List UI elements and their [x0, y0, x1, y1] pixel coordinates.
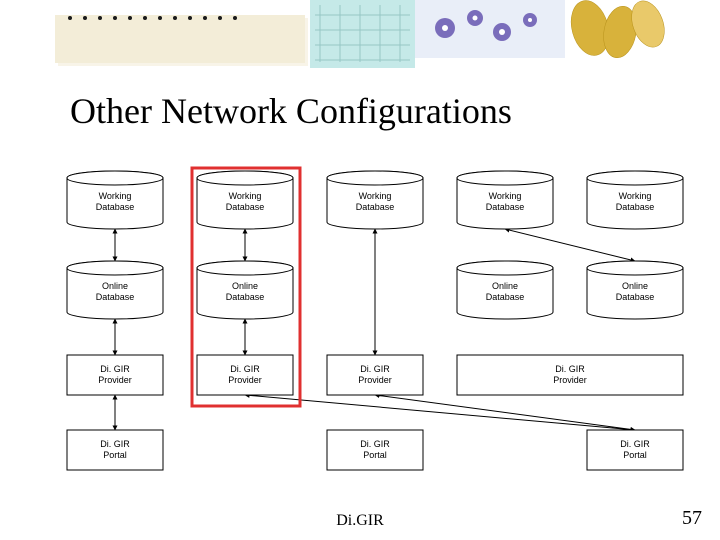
portal-label-4: Di. GIR Portal [620, 439, 650, 461]
footer-logo: Di.GIR [336, 512, 384, 530]
page-title: Other Network Configurations [70, 90, 512, 132]
working-label-2: Working Database [356, 191, 395, 213]
provider-label-2: Di. GIR Provider [358, 364, 392, 386]
portal-label-2: Di. GIR Portal [360, 439, 390, 461]
online-label-3: Online Database [486, 281, 525, 303]
working-label-0: Working Database [96, 191, 135, 213]
working-label-4: Working Database [616, 191, 655, 213]
header-decoration [0, 0, 720, 90]
online-label-4: Online Database [616, 281, 655, 303]
online-label-0: Online Database [96, 281, 135, 303]
portal-label-0: Di. GIR Portal [100, 439, 130, 461]
working-label-1: Working Database [226, 191, 265, 213]
working-label-3: Working Database [486, 191, 525, 213]
page-number: 57 [682, 507, 702, 530]
provider-label-1: Di. GIR Provider [228, 364, 262, 386]
provider-label-0: Di. GIR Provider [98, 364, 132, 386]
provider-label-4: Di. GIR Provider [553, 364, 587, 386]
online-label-1: Online Database [226, 281, 265, 303]
